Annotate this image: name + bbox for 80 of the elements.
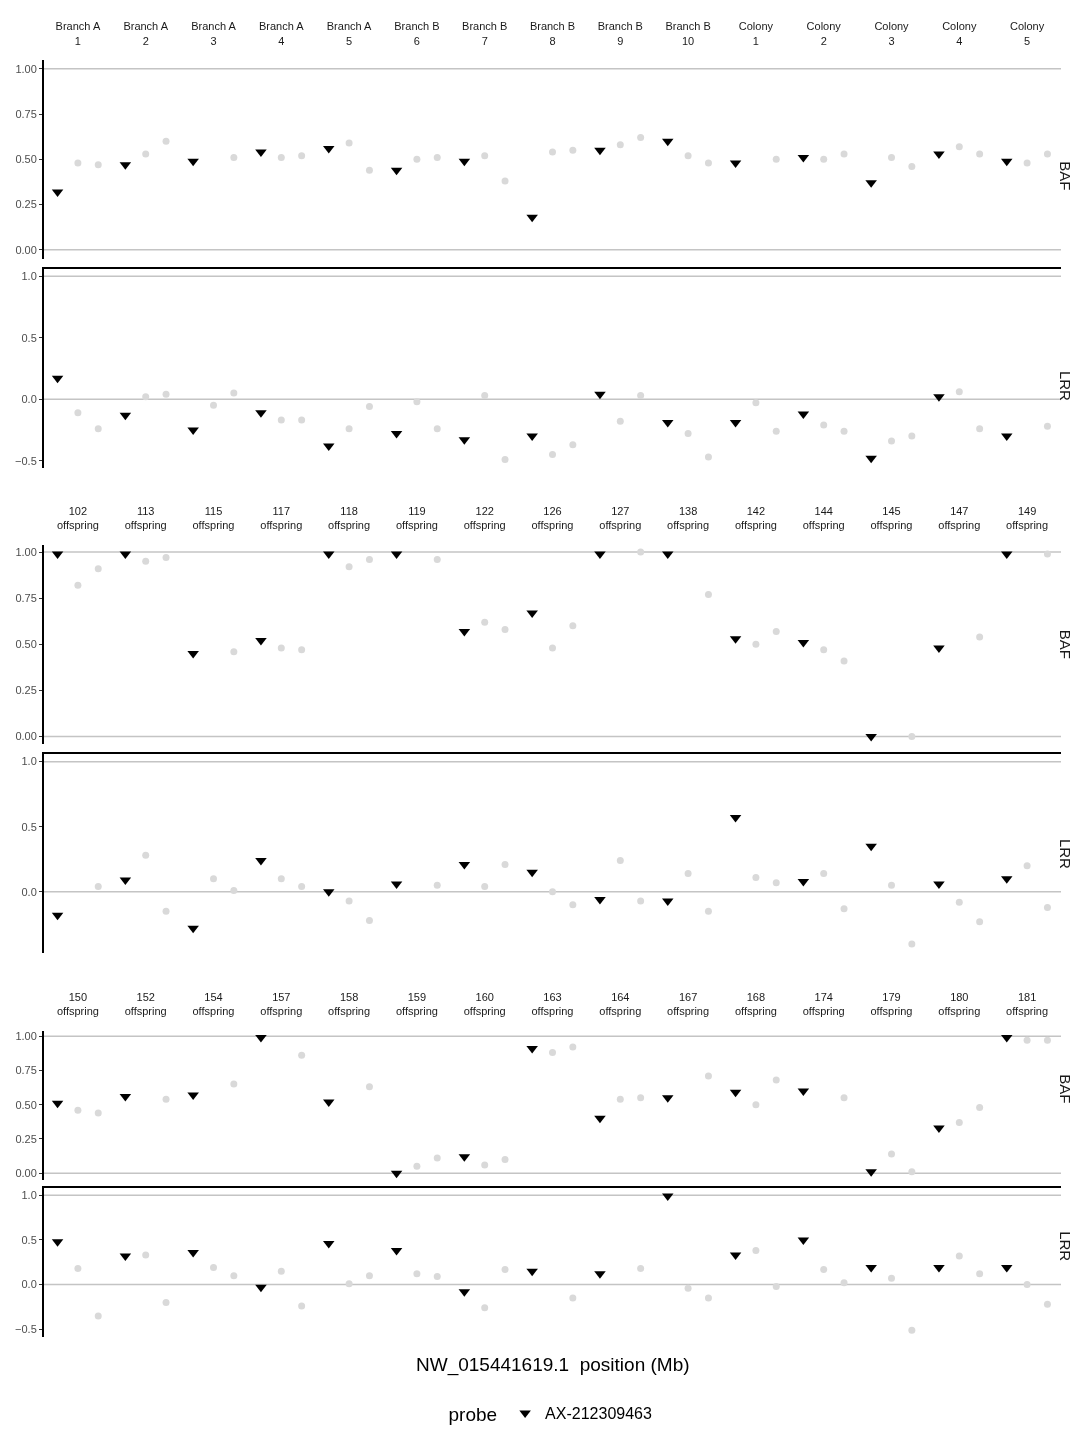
x-tick-label: 119 offspring — [395, 505, 438, 532]
y-tick-label: 0.25 — [15, 198, 37, 211]
x-tick-label: Colony 1 — [738, 20, 774, 47]
y-tick-label: 1.00 — [15, 1029, 37, 1042]
x-tick-label: Colony 5 — [1009, 20, 1045, 47]
x-tick-label: 159 offspring — [395, 991, 438, 1018]
x-tick-label: 180 offspring — [938, 991, 981, 1018]
x-tick-label: 163 offspring — [531, 991, 574, 1018]
y-tick-label: 1.00 — [15, 62, 37, 75]
y-tick-label: −0.5 — [15, 1323, 37, 1336]
x-axis-title: NW_015441619.1 position (Mb) — [416, 1354, 690, 1376]
x-tick-label: 122 offspring — [463, 505, 506, 532]
x-tick-label: 127 offspring — [599, 505, 642, 532]
y-tick-label: 0.0 — [21, 1278, 37, 1291]
x-tick-label: 150 offspring — [56, 991, 99, 1018]
y-tick-label: 0.5 — [21, 331, 37, 344]
x-tick-label: 118 offspring — [328, 505, 371, 532]
legend-label: AX-212309463 — [545, 1405, 652, 1423]
x-tick-label: 149 offspring — [1006, 505, 1049, 532]
x-tick-label: 164 offspring — [599, 991, 642, 1018]
x-tick-label: Branch B 10 — [665, 20, 711, 47]
x-tick-label: Branch A 4 — [258, 20, 305, 47]
x-tick-label: 126 offspring — [531, 505, 574, 532]
x-tick-label: Branch B 9 — [597, 20, 643, 47]
y-tick-label: 0.0 — [21, 393, 37, 406]
y-axis-title: LRR — [1056, 838, 1074, 870]
x-tick-label: Branch A 2 — [123, 20, 169, 47]
x-tick-label: Branch A 3 — [191, 20, 237, 47]
y-axis-title: LRR — [1056, 370, 1074, 402]
y-tick-label: 0.50 — [15, 153, 37, 166]
y-tick-label: −0.5 — [15, 454, 37, 467]
legend-title: probe — [448, 1403, 498, 1425]
y-tick-label: 0.25 — [15, 684, 37, 697]
y-tick-label: 0.5 — [21, 1233, 37, 1246]
y-tick-label: 0.75 — [15, 1064, 37, 1077]
x-tick-label: 115 offspring — [192, 505, 235, 532]
x-tick-label: 102 offspring — [56, 505, 99, 532]
x-tick-label: 167 offspring — [667, 991, 710, 1018]
y-axis-title: LRR — [1057, 1231, 1075, 1262]
x-tick-label: 113 offspring — [124, 505, 167, 532]
x-tick-label: Branch B 8 — [529, 20, 576, 47]
x-tick-label: 157 offspring — [260, 991, 303, 1018]
y-tick-label: 0.25 — [15, 1132, 37, 1145]
x-tick-label: 154 offspring — [192, 991, 235, 1018]
y-tick-label: 0.00 — [15, 730, 37, 743]
x-tick-label: 179 offspring — [870, 991, 913, 1018]
x-tick-label: Branch B 7 — [462, 20, 508, 47]
x-tick-label: Branch A 1 — [55, 20, 101, 47]
x-tick-label: Colony 3 — [874, 20, 910, 47]
y-tick-label: 0.00 — [15, 243, 37, 256]
y-tick-label: 0.75 — [15, 107, 37, 120]
x-tick-label: 181 offspring — [1006, 991, 1049, 1018]
x-tick-label: 117 offspring — [260, 505, 303, 532]
x-tick-label: 168 offspring — [734, 991, 777, 1018]
x-tick-label: 174 offspring — [802, 991, 845, 1018]
y-axis-title: BAF — [1057, 1074, 1075, 1104]
y-tick-label: 1.0 — [21, 1189, 37, 1202]
y-axis-title: BAF — [1056, 629, 1074, 659]
y-tick-label: 0.0 — [21, 885, 37, 898]
x-tick-label: 147 offspring — [938, 505, 981, 532]
y-tick-label: 0.50 — [15, 1098, 37, 1111]
y-axis-title: BAF — [1057, 161, 1075, 191]
x-tick-label: 158 offspring — [328, 991, 371, 1018]
y-tick-label: 0.5 — [21, 820, 37, 833]
x-tick-label: 138 offspring — [667, 505, 710, 532]
y-tick-label: 1.00 — [15, 545, 37, 558]
x-tick-label: 160 offspring — [463, 991, 506, 1018]
y-tick-label: 1.0 — [21, 755, 37, 768]
x-tick-label: Colony 2 — [806, 20, 842, 47]
y-tick-label: 0.75 — [15, 592, 37, 605]
y-tick-label: 0.50 — [15, 638, 37, 651]
y-tick-label: 1.0 — [21, 270, 37, 283]
x-tick-label: 152 offspring — [124, 991, 167, 1018]
x-tick-label: Branch A 5 — [326, 20, 373, 47]
x-tick-label: 145 offspring — [870, 505, 913, 532]
y-tick-label: 0.00 — [15, 1167, 37, 1180]
x-tick-label: 142 offspring — [734, 505, 777, 532]
x-tick-label: Colony 4 — [942, 20, 977, 47]
x-tick-label: 144 offspring — [802, 505, 845, 532]
x-tick-label: Branch B 6 — [394, 20, 440, 47]
